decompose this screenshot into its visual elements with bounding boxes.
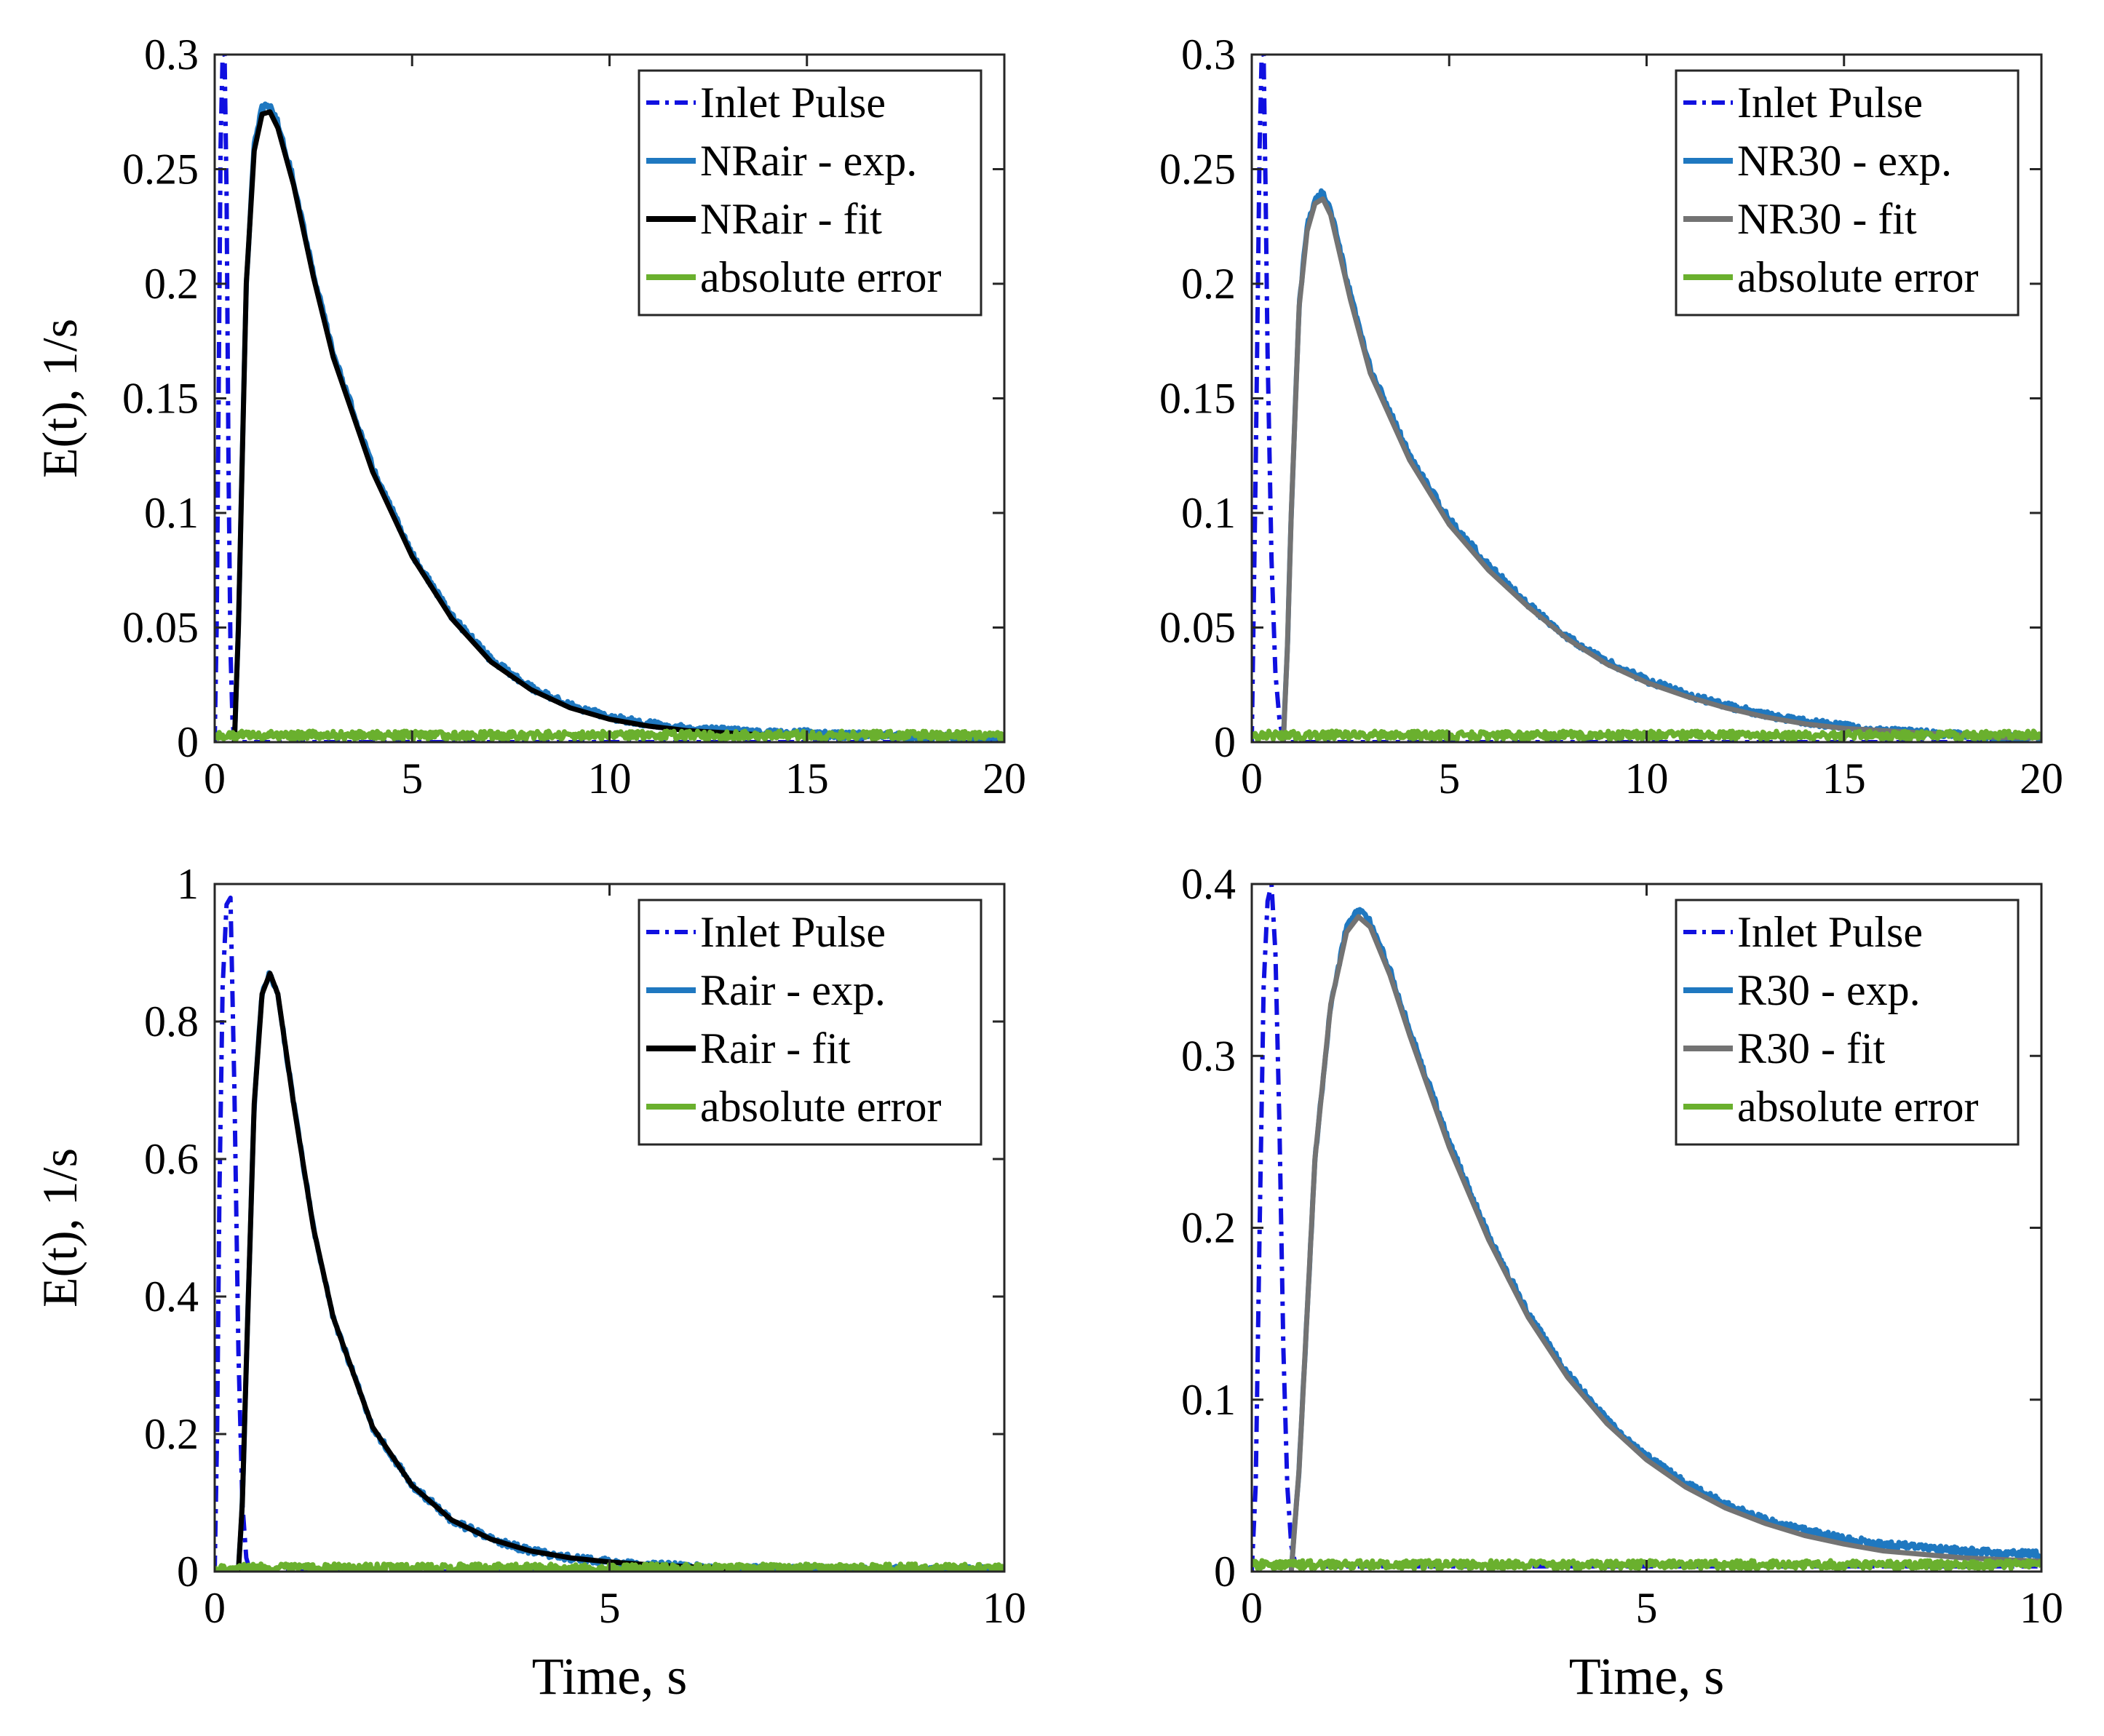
y-tick-label: 0.3 <box>1181 31 1236 79</box>
x-tick-label: 5 <box>1438 754 1460 803</box>
legend-label: NR30 - fit <box>1737 195 1917 243</box>
y-tick-label: 0.4 <box>1181 860 1236 908</box>
x-tick-label: 0 <box>1241 754 1263 803</box>
legend-label: NR30 - exp. <box>1737 137 1952 185</box>
y-tick-label: 0.3 <box>144 31 199 79</box>
panel-bottom-left: 0 5 10 0 0.2 0.4 0.6 0.8 1 E(t), 1/s Time, s Inlet … <box>32 860 1026 1705</box>
x-tick-label: 0 <box>1241 1584 1263 1632</box>
series-line-rair-fit <box>236 971 729 1572</box>
x-tick-label: 0 <box>204 754 226 803</box>
y-tick-label: 0.3 <box>1181 1032 1236 1080</box>
legend-box <box>638 69 982 316</box>
legend-label: absolute error <box>700 253 942 301</box>
x-tick-label: 10 <box>2020 1584 2063 1632</box>
y-tick-label: 0.4 <box>144 1273 199 1321</box>
series-line-nrair-fit <box>231 109 768 742</box>
legend-box <box>638 899 982 1146</box>
x-axis-label: Time, s <box>532 1647 687 1705</box>
legend-label: Inlet Pulse <box>700 908 886 956</box>
y-tick-label: 0.15 <box>122 375 199 423</box>
legend: Inlet Pulse NRair - exp. NRair - fit absolu… <box>638 69 982 316</box>
legend-box <box>1675 899 2020 1146</box>
y-tick-label: 0.2 <box>144 1410 199 1458</box>
y-tick-label: 0.05 <box>122 604 199 652</box>
legend-label: Inlet Pulse <box>700 79 886 127</box>
y-tick-label: 0.8 <box>144 998 199 1046</box>
y-tick-label: 0 <box>1214 718 1236 766</box>
x-tick-label: 20 <box>982 754 1026 803</box>
y-axis-label: E(t), 1/s <box>32 319 87 478</box>
y-tick-label: 0.25 <box>122 146 199 194</box>
legend-label: absolute error <box>700 1083 942 1131</box>
legend-label: NRair - exp. <box>700 137 917 185</box>
legend-label: absolute error <box>1737 253 1979 301</box>
x-axis-label: Time, s <box>1569 1647 1724 1705</box>
y-tick-label: 0.25 <box>1159 146 1236 194</box>
legend-label: Inlet Pulse <box>1737 908 1923 956</box>
y-tick-label: 0.1 <box>1181 1376 1236 1424</box>
x-tick-label: 5 <box>401 754 423 803</box>
y-tick-label: 0.15 <box>1159 375 1236 423</box>
y-tick-label: 0 <box>177 1548 199 1596</box>
x-tick-label: 15 <box>785 754 829 803</box>
legend-label: Rair - exp. <box>700 966 886 1014</box>
legend-label: R30 - exp. <box>1737 966 1921 1014</box>
legend-label: absolute error <box>1737 1083 1979 1131</box>
y-tick-label: 1 <box>177 860 199 908</box>
y-axis-label: E(t), 1/s <box>32 1148 87 1307</box>
panel-top-right: 0 5 10 15 20 0 0.05 0.1 0.15 0.2 0.25 0.3 Inlet Puls… <box>1159 31 2063 803</box>
series-line-inlet-pulse <box>215 55 1004 742</box>
y-tick-label: 0.1 <box>144 489 199 537</box>
legend-label: NRair - fit <box>700 195 882 243</box>
x-tick-label: 5 <box>1636 1584 1658 1632</box>
y-tick-label: 0.2 <box>1181 260 1236 308</box>
x-tick-label: 10 <box>982 1584 1026 1632</box>
series-line-inlet-pulse <box>215 895 1004 1572</box>
y-tick-label: 0 <box>177 718 199 766</box>
legend-box <box>1675 69 2020 316</box>
panel-bottom-right: 0 5 10 0 0.1 0.2 0.3 0.4 Time, s Inlet Pulse R30 -… <box>1181 860 2063 1705</box>
x-tick-label: 10 <box>588 754 632 803</box>
x-tick-label: 5 <box>599 1584 621 1632</box>
legend-label: R30 - fit <box>1737 1024 1886 1072</box>
legend: Inlet Pulse Rair - exp. Rair - fit absolute… <box>638 899 982 1146</box>
series-line-r30-fit <box>1288 914 2041 1572</box>
legend-label: Inlet Pulse <box>1737 79 1923 127</box>
y-tick-label: 0 <box>1214 1548 1236 1596</box>
legend: Inlet Pulse NR30 - exp. NR30 - fit absolute… <box>1675 69 2020 316</box>
legend-label: Rair - fit <box>700 1024 851 1072</box>
y-tick-label: 0.1 <box>1181 489 1236 537</box>
x-tick-label: 10 <box>1625 754 1669 803</box>
legend: Inlet Pulse R30 - exp. R30 - fit absolute e… <box>1675 899 2020 1146</box>
y-tick-label: 0.2 <box>1181 1204 1236 1252</box>
x-tick-label: 0 <box>204 1584 226 1632</box>
panel-top-left: 0 5 10 15 20 0 0.05 0.1 0.15 0.2 0.25 0.3 E(t), 1/s I… <box>32 31 1026 803</box>
x-tick-label: 20 <box>2020 754 2063 803</box>
x-tick-label: 15 <box>1822 754 1866 803</box>
y-tick-label: 0.6 <box>144 1135 199 1183</box>
y-tick-label: 0.05 <box>1159 604 1236 652</box>
y-tick-label: 0.2 <box>144 260 199 308</box>
